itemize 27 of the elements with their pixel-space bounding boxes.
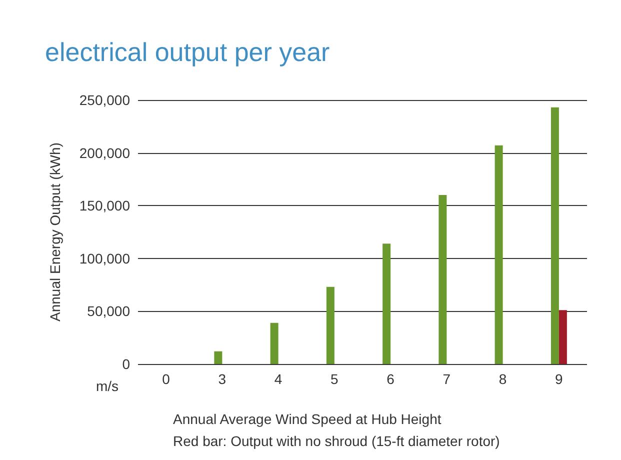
x-tick-label: 6	[386, 371, 395, 387]
bar	[270, 322, 278, 364]
chart-title: electrical output per year	[45, 37, 330, 67]
x-tick-label: 4	[274, 371, 282, 387]
y-tick-label: 150,000	[79, 198, 130, 214]
text: Red bar: Output with no shroud (15-ft diameter rotor)	[173, 433, 500, 449]
y-axis-title: Annual Energy Output (kWh)	[47, 142, 63, 322]
bar	[326, 286, 334, 364]
bar	[438, 195, 447, 364]
x-tick-label: 3	[218, 371, 226, 387]
bar	[494, 145, 503, 364]
x-tick-label: 0	[162, 371, 170, 387]
bar	[550, 107, 559, 364]
text: m/s	[96, 378, 119, 394]
x-tick-label: 8	[498, 371, 507, 387]
x-tick-label: 7	[442, 371, 451, 387]
y-tick-label: 250,000	[79, 92, 130, 108]
bar	[558, 310, 567, 364]
x-tick-label: 9	[555, 371, 564, 387]
x-axis-title: Annual Average Wind Speed at Hub Height	[173, 411, 442, 427]
y-tick-label: 100,000	[79, 250, 130, 266]
bar	[214, 351, 222, 364]
y-tick-label: 0	[122, 356, 130, 372]
bar	[382, 244, 391, 364]
y-tick-label: 200,000	[79, 144, 130, 161]
y-tick-label: 50,000	[87, 303, 130, 320]
x-tick-label: 5	[330, 371, 339, 387]
